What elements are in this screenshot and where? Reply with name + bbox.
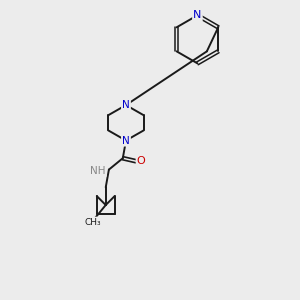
Text: NH: NH <box>90 166 106 176</box>
Text: N: N <box>122 136 130 146</box>
Text: CH₃: CH₃ <box>85 218 101 226</box>
Text: N: N <box>193 10 202 20</box>
Text: N: N <box>122 100 130 110</box>
Text: O: O <box>137 156 146 167</box>
